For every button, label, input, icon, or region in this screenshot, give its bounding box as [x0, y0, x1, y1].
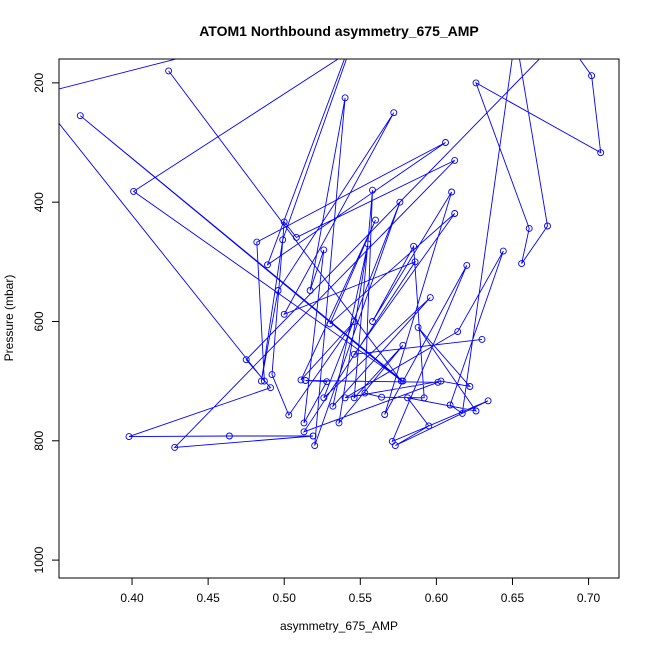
data-point	[484, 397, 492, 405]
data-point	[597, 149, 605, 157]
data-point	[451, 210, 459, 217]
data-point	[437, 377, 445, 385]
data-point	[297, 376, 305, 384]
data-point	[411, 258, 419, 266]
x-tick-label: 0.40	[120, 591, 144, 605]
data-point	[499, 247, 507, 255]
data-point	[274, 287, 282, 294]
data-point	[267, 384, 274, 392]
data-point	[472, 407, 480, 415]
data-point	[311, 442, 319, 450]
data-point	[280, 218, 288, 226]
data-point	[426, 294, 434, 302]
data-point	[404, 394, 411, 402]
data-point	[350, 394, 358, 402]
data-point	[414, 323, 422, 331]
data-point	[309, 432, 317, 440]
data-point	[448, 188, 456, 196]
data-point	[130, 187, 138, 195]
data-point	[399, 377, 407, 385]
data-point	[285, 411, 293, 419]
data-point	[320, 246, 328, 254]
data-point	[391, 442, 399, 450]
x-tick-label: 0.65	[501, 591, 525, 605]
data-point	[165, 67, 173, 75]
data-point	[350, 318, 358, 325]
data-point	[518, 260, 526, 268]
y-tick-label: 800	[32, 430, 46, 450]
data-point	[225, 432, 233, 440]
data-point	[306, 287, 314, 294]
data-point	[320, 394, 328, 402]
data-point	[300, 428, 308, 436]
data-point	[125, 433, 133, 441]
data-point	[381, 411, 389, 418]
data-point	[410, 242, 418, 250]
data-point	[253, 238, 261, 246]
data-point	[323, 378, 331, 386]
y-axis: 200 400 600 800 1000	[32, 73, 60, 573]
data-point	[463, 261, 471, 269]
x-tick-label: 0.60	[425, 591, 449, 605]
x-axis-label: asymmetry_675_AMP	[280, 619, 398, 633]
y-tick-label: 400	[32, 192, 46, 212]
data-point	[341, 394, 349, 402]
data-point	[326, 320, 334, 328]
x-tick-label: 0.50	[273, 591, 297, 605]
data-point	[378, 393, 386, 401]
chart-title: ATOM1 Northbound asymmetry_675_AMP	[199, 23, 479, 39]
y-tick-label: 1000	[32, 546, 46, 573]
data-point	[466, 383, 474, 390]
data-point	[361, 389, 369, 397]
data-point	[434, 378, 442, 386]
data-point	[280, 310, 288, 318]
data-point	[260, 377, 268, 385]
data-point	[390, 109, 398, 117]
data-point	[76, 112, 84, 120]
data-point	[451, 156, 459, 164]
data-point	[292, 233, 300, 241]
data-point	[458, 409, 466, 417]
data-point	[525, 224, 533, 232]
data-point	[544, 222, 551, 230]
x-tick-label: 0.55	[349, 591, 373, 605]
data-point	[369, 318, 376, 325]
data-point	[341, 94, 349, 102]
data-point	[264, 261, 271, 269]
data-point	[171, 443, 179, 451]
x-tick-label: 0.70	[577, 591, 601, 605]
data-point	[350, 350, 358, 358]
data-point	[369, 186, 376, 194]
data-point	[588, 72, 596, 80]
data-point	[425, 422, 433, 430]
data-point	[442, 139, 449, 146]
y-tick-label: 600	[32, 311, 46, 331]
data-point	[300, 419, 308, 427]
data-point	[399, 341, 407, 349]
data-point	[420, 394, 428, 402]
data-point	[257, 377, 265, 385]
data-point	[478, 335, 486, 343]
data-point	[372, 216, 379, 224]
data-point	[279, 236, 287, 244]
data-point	[242, 356, 250, 364]
y-axis-label: Pressure (mbar)	[2, 275, 16, 362]
data-point	[364, 240, 372, 248]
data-point	[302, 377, 309, 384]
data-point	[396, 198, 404, 206]
series-lines	[59, 59, 602, 448]
plot-frame	[58, 58, 620, 579]
series-points	[76, 67, 605, 451]
x-tick-label: 0.45	[196, 591, 220, 605]
data-point	[446, 401, 454, 409]
y-tick-label: 200	[32, 73, 46, 93]
data-point	[335, 419, 343, 427]
data-point	[268, 371, 276, 379]
data-point	[472, 79, 480, 87]
data-point	[454, 328, 462, 336]
x-axis: 0.40 0.45 0.50 0.55 0.60 0.65 0.70	[120, 577, 601, 605]
data-point	[329, 402, 337, 410]
series-line	[59, 59, 602, 448]
